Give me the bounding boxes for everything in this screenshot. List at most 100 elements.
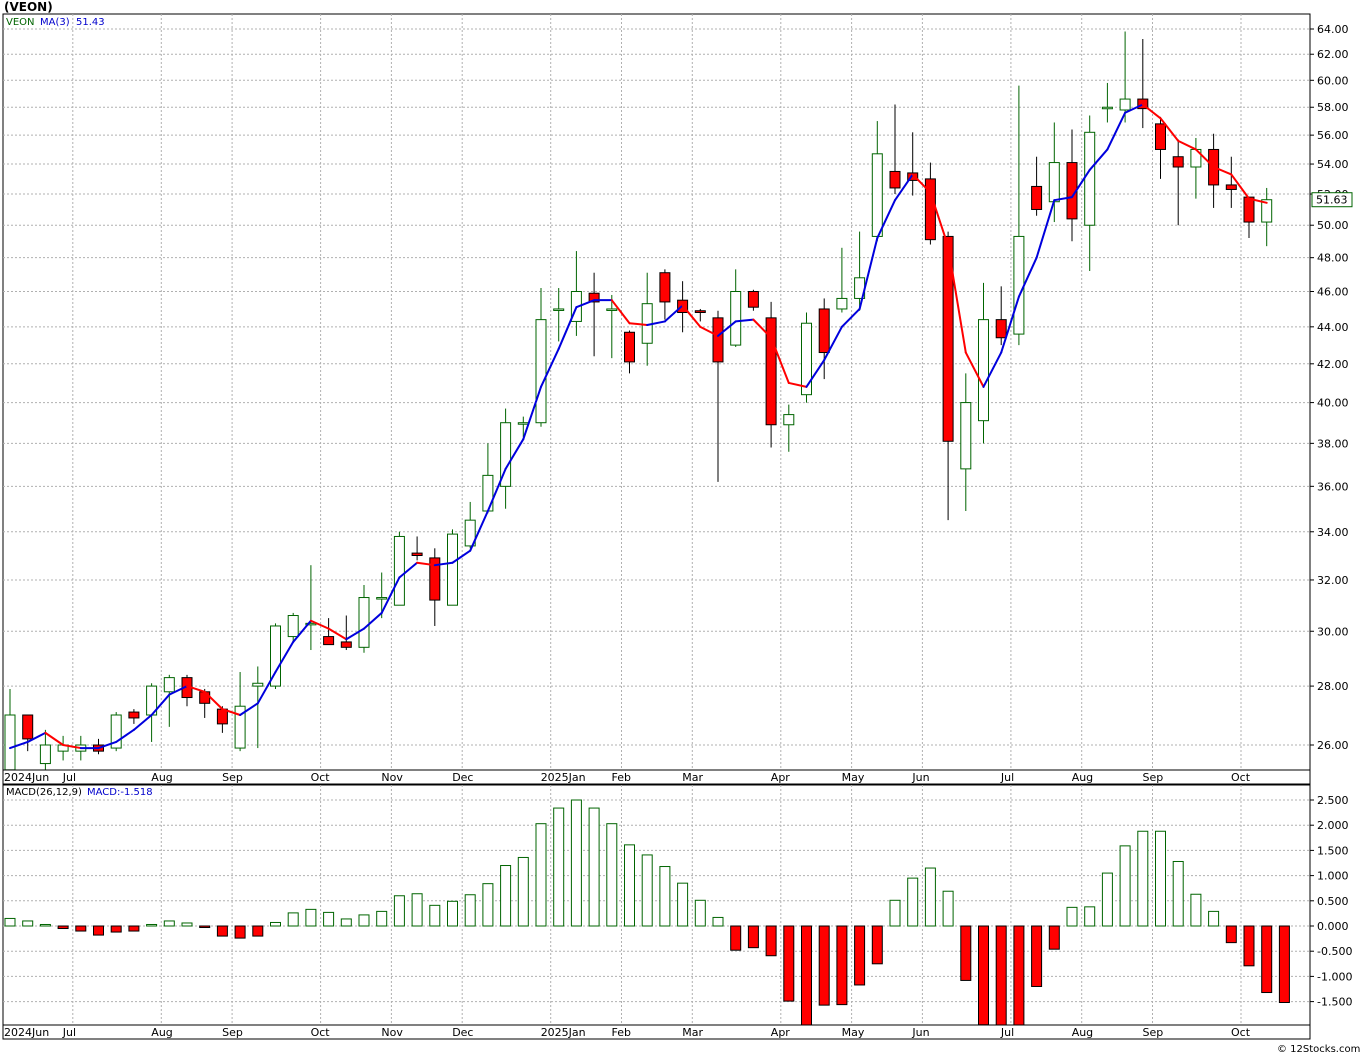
macd-bar [624, 844, 635, 927]
candle-body [978, 319, 989, 422]
candle [393, 531, 405, 606]
ma3-segment [1212, 165, 1233, 176]
candle-body [606, 308, 618, 311]
candle-body [1225, 184, 1237, 190]
candle [429, 548, 441, 626]
ma3-segment [433, 561, 454, 567]
macd-histogram [4, 799, 1290, 1027]
ma3-segment [1124, 103, 1144, 114]
price-tick-label: 30.00 [1317, 625, 1349, 638]
macd-bar [216, 925, 228, 937]
macd-bar [500, 865, 512, 927]
candle-body [694, 310, 706, 314]
candle [305, 565, 317, 651]
macd-bar [942, 890, 954, 927]
candle-body [1172, 156, 1184, 168]
candle [1225, 156, 1237, 208]
macd-bar [641, 854, 653, 927]
macd-bar [960, 925, 972, 981]
price-tick-label: 34.00 [1317, 526, 1349, 539]
macd-legend-value: MACD:-1.518 [87, 787, 153, 798]
candle [801, 312, 812, 403]
candle [39, 729, 51, 770]
candle [340, 615, 352, 651]
candle [1261, 187, 1273, 247]
ma3-segment [823, 325, 843, 362]
macd-bar [1225, 925, 1237, 944]
macd-bar [1243, 925, 1255, 967]
candle [376, 572, 388, 619]
ma3-segment [805, 359, 826, 388]
macd-bar [464, 894, 476, 927]
macd-tick-label: -1.500 [1317, 996, 1352, 1009]
macd-bar [995, 925, 1007, 1027]
price-month-label: May [842, 771, 865, 784]
candle-body [234, 705, 246, 749]
macd-bar [128, 925, 140, 932]
ma3-segment [982, 351, 1003, 388]
macd-bar [730, 925, 742, 951]
candle [1101, 82, 1113, 123]
macd-month-label: May [842, 1026, 865, 1039]
candle-body [252, 682, 264, 687]
price-legend-ma-value: 51.43 [76, 17, 105, 28]
macd-bar [871, 925, 883, 965]
macd-bar [1137, 830, 1149, 927]
candle [995, 286, 1007, 346]
ma3-segment [97, 740, 118, 750]
candle [252, 666, 264, 749]
macd-bar [1119, 845, 1131, 927]
candle [535, 288, 547, 427]
macd-tick-label: 2.000 [1317, 819, 1349, 832]
macd-tick-label: 2.500 [1317, 794, 1349, 807]
ma3-segment [239, 702, 259, 717]
ma3-segment [1106, 111, 1127, 151]
ma3-segment [203, 690, 224, 711]
macd-bar [287, 912, 299, 927]
macd-panel [2, 784, 1311, 1026]
macd-bar [57, 925, 69, 930]
macd-month-label: 2024Jun [4, 1026, 49, 1039]
candle [1031, 156, 1043, 216]
macd-bar [482, 883, 494, 927]
ma3-segment [540, 347, 560, 388]
candle-body [535, 319, 547, 424]
candle [818, 298, 830, 380]
macd-bar [694, 899, 706, 927]
ma3-segment [469, 510, 489, 552]
candle-body [482, 474, 494, 512]
candle-body [1031, 185, 1043, 210]
macd-month-label: 2025Jan [541, 1026, 586, 1039]
ma3-segment [504, 438, 525, 470]
ma3-segment [840, 307, 861, 328]
price-legend-ma-label: MA(3) [40, 17, 70, 28]
candle [624, 330, 635, 374]
ma3-segment [9, 740, 29, 750]
macd-month-label: Mar [682, 1026, 703, 1039]
macd-bar [181, 922, 193, 927]
candle [960, 373, 972, 512]
macd-month-label: Aug [151, 1026, 172, 1039]
ma3-segment [522, 385, 542, 441]
candle [323, 618, 335, 646]
price-month-label: Mar [682, 771, 703, 784]
ma3-segment [1141, 103, 1162, 120]
candle [22, 714, 34, 752]
candle-body [464, 519, 476, 547]
ma3-segment [150, 693, 171, 717]
candle-body [730, 290, 742, 346]
candle [411, 536, 423, 561]
macd-month-label: Jun [911, 1026, 929, 1039]
macd-bar [889, 899, 901, 927]
candle-body [128, 711, 140, 719]
macd-bar [39, 923, 51, 927]
price-month-label: Dec [452, 771, 473, 784]
ma3-segment [770, 336, 790, 384]
macd-bar [323, 911, 335, 927]
macd-bar [1278, 925, 1290, 1004]
macd-bar [570, 799, 582, 927]
candle [730, 269, 742, 347]
macd-bar [1101, 872, 1113, 927]
candle [500, 408, 512, 509]
